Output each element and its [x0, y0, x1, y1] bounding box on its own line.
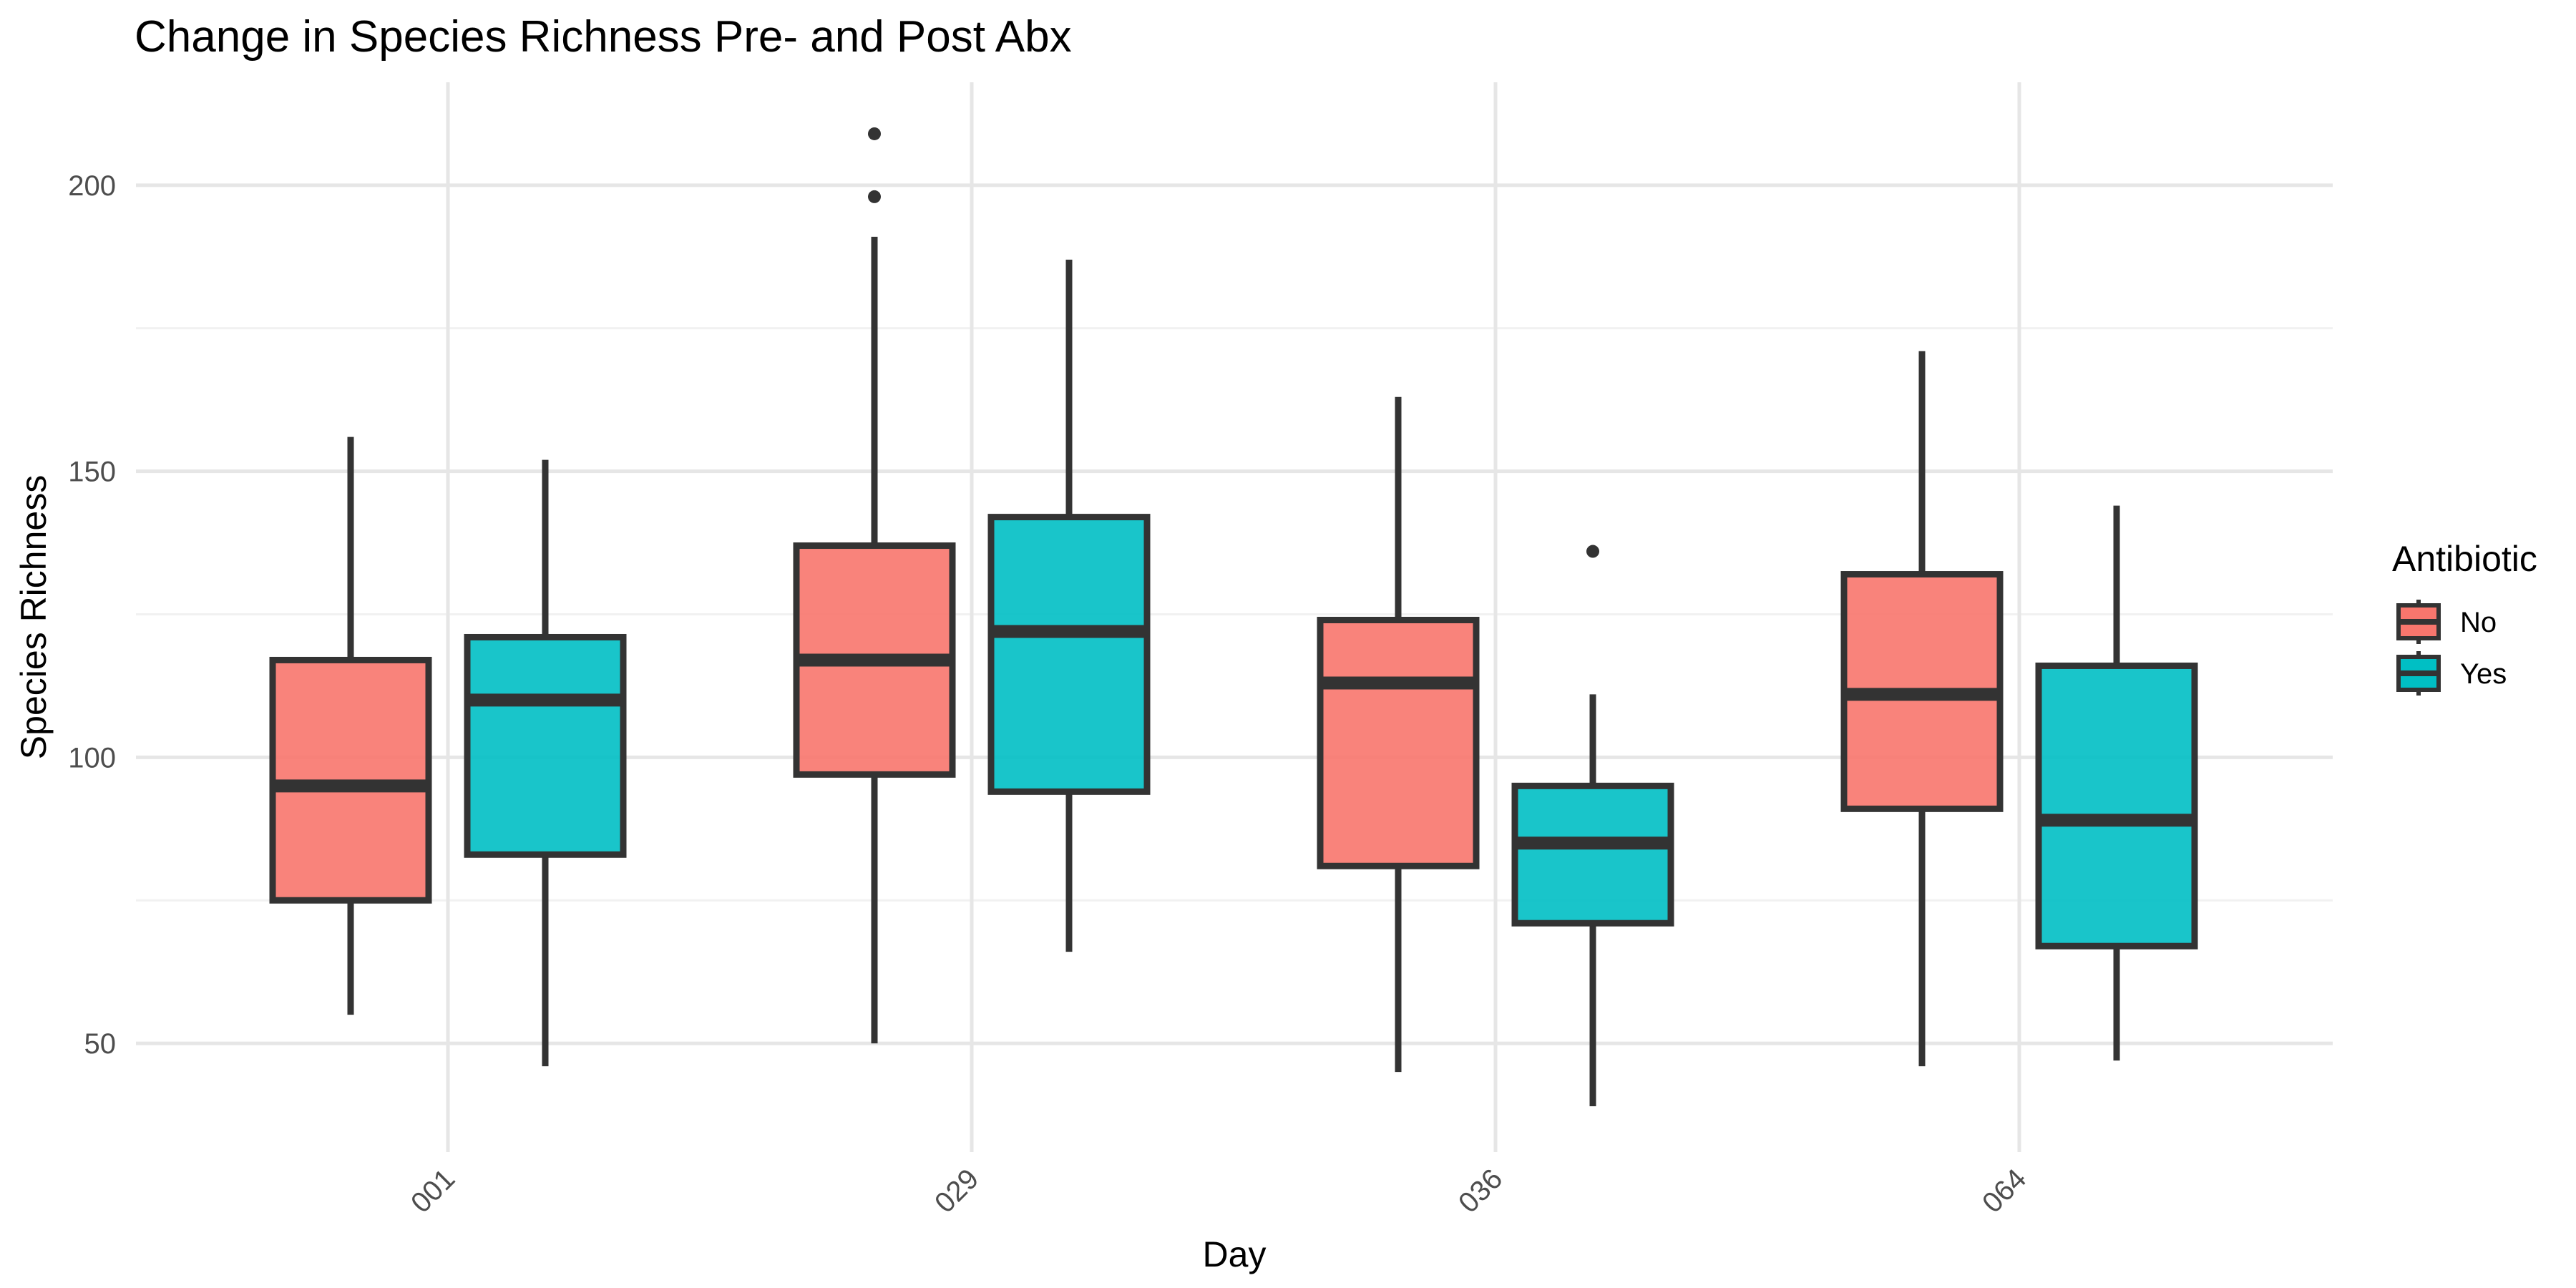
outlier-point: [868, 190, 881, 203]
x-axis-title: Day: [1203, 1234, 1267, 1274]
iqr-box: [2035, 662, 2198, 950]
chart-title: Change in Species Richness Pre- and Post…: [135, 12, 1072, 62]
y-tick-label: 50: [84, 1028, 117, 1060]
box-yes-036: [1511, 545, 1674, 1107]
y-axis-ticks: 50 100 150 200: [68, 170, 116, 1060]
legend-key-no: [2396, 600, 2441, 644]
legend: Antibiotic No Yes: [2392, 539, 2537, 696]
box-layer: [269, 127, 2198, 1107]
legend-label-yes: Yes: [2460, 658, 2507, 690]
legend-title: Antibiotic: [2392, 539, 2537, 579]
box-no-029: [793, 127, 956, 1044]
iqr-box: [1511, 782, 1674, 927]
x-tick-label: 029: [929, 1163, 985, 1219]
iqr-box: [464, 633, 627, 858]
y-tick-label: 150: [68, 457, 116, 488]
legend-label-no: No: [2460, 607, 2497, 638]
x-tick-label: 001: [405, 1163, 461, 1219]
x-tick-label: 064: [1976, 1163, 2032, 1219]
box-no-064: [1840, 351, 2004, 1067]
y-axis-title: Species Richness: [14, 475, 54, 759]
box-no-001: [269, 436, 432, 1015]
y-tick-label: 100: [68, 742, 116, 774]
x-axis-ticks: 001 029 036 064: [405, 1163, 2032, 1219]
box-no-036: [1317, 396, 1480, 1073]
y-tick-label: 200: [68, 170, 116, 202]
box-yes-064: [2035, 505, 2198, 1061]
iqr-box: [1317, 616, 1480, 869]
box-yes-001: [464, 459, 627, 1067]
legend-key-yes: [2396, 651, 2441, 696]
outlier-point: [868, 127, 881, 140]
iqr-box: [987, 514, 1151, 795]
box-yes-029: [987, 259, 1151, 952]
outlier-point: [1586, 545, 1599, 558]
x-tick-label: 036: [1453, 1163, 1508, 1219]
